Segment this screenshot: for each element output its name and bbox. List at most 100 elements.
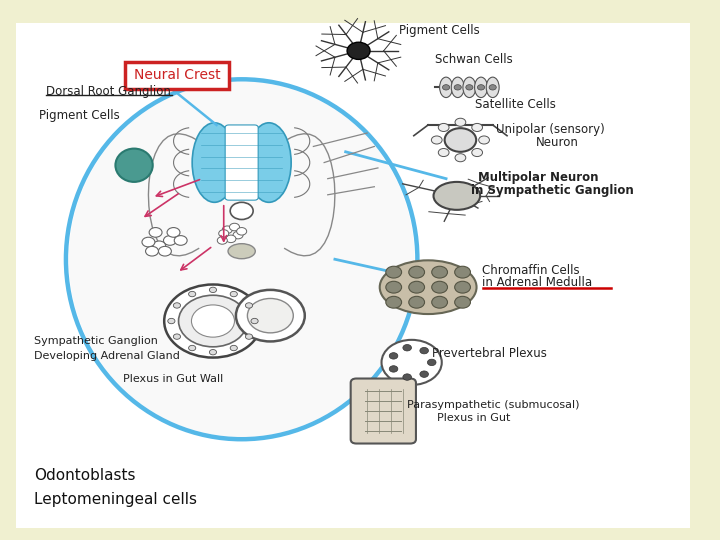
Ellipse shape: [115, 148, 153, 182]
Circle shape: [479, 136, 490, 144]
Text: Schwan Cells: Schwan Cells: [436, 53, 513, 66]
Circle shape: [230, 346, 238, 350]
Circle shape: [158, 246, 171, 256]
Circle shape: [142, 237, 155, 247]
Circle shape: [237, 227, 247, 235]
Text: Pigment Cells: Pigment Cells: [39, 109, 120, 122]
Circle shape: [217, 237, 228, 244]
Circle shape: [390, 366, 398, 372]
Text: Sympathetic Ganglion: Sympathetic Ganglion: [34, 336, 158, 346]
Ellipse shape: [228, 244, 256, 259]
Circle shape: [390, 353, 398, 359]
Ellipse shape: [247, 123, 291, 202]
Circle shape: [347, 42, 370, 59]
Circle shape: [409, 281, 425, 293]
Circle shape: [236, 290, 305, 341]
Circle shape: [386, 266, 402, 278]
Circle shape: [472, 148, 482, 157]
Ellipse shape: [451, 77, 464, 98]
Circle shape: [438, 148, 449, 157]
Text: in Adrenal Medulla: in Adrenal Medulla: [482, 276, 592, 289]
Circle shape: [163, 235, 176, 245]
Circle shape: [226, 235, 236, 242]
Text: Parasympathetic (submucosal): Parasympathetic (submucosal): [407, 400, 579, 410]
Circle shape: [432, 296, 448, 308]
Circle shape: [409, 266, 425, 278]
Circle shape: [403, 374, 411, 380]
Circle shape: [246, 303, 253, 308]
Circle shape: [192, 305, 235, 337]
Circle shape: [230, 223, 240, 231]
Circle shape: [454, 281, 470, 293]
Circle shape: [386, 296, 402, 308]
Text: Leptomeningeal cells: Leptomeningeal cells: [34, 492, 197, 508]
Circle shape: [432, 266, 448, 278]
Text: Neuron: Neuron: [536, 136, 579, 148]
Circle shape: [445, 128, 476, 152]
Circle shape: [174, 235, 187, 245]
FancyBboxPatch shape: [225, 125, 258, 200]
Circle shape: [420, 371, 428, 377]
Circle shape: [168, 319, 175, 323]
Circle shape: [230, 292, 238, 297]
Text: Odontoblasts: Odontoblasts: [34, 468, 135, 483]
Circle shape: [153, 241, 166, 251]
Circle shape: [466, 85, 473, 90]
Ellipse shape: [440, 77, 453, 98]
FancyBboxPatch shape: [16, 23, 690, 528]
Text: Plexus in Gut Wall: Plexus in Gut Wall: [123, 374, 224, 383]
Ellipse shape: [69, 82, 415, 437]
Circle shape: [167, 227, 180, 237]
Circle shape: [454, 266, 470, 278]
Circle shape: [246, 334, 253, 339]
Ellipse shape: [192, 123, 237, 202]
Circle shape: [251, 319, 258, 323]
Circle shape: [455, 154, 466, 162]
Circle shape: [219, 230, 229, 237]
Circle shape: [164, 285, 262, 357]
Circle shape: [454, 85, 462, 90]
Text: Prevertebral Plexus: Prevertebral Plexus: [432, 347, 546, 360]
Circle shape: [420, 347, 428, 354]
Ellipse shape: [433, 182, 480, 210]
Circle shape: [189, 292, 196, 297]
Circle shape: [431, 136, 442, 144]
Text: Dorsal Root Ganglion: Dorsal Root Ganglion: [46, 85, 171, 98]
Text: Plexus in Gut: Plexus in Gut: [438, 413, 510, 423]
Circle shape: [428, 359, 436, 366]
Circle shape: [174, 303, 181, 308]
FancyBboxPatch shape: [125, 62, 230, 89]
Circle shape: [386, 281, 402, 293]
Circle shape: [382, 340, 442, 385]
Circle shape: [189, 346, 196, 350]
Ellipse shape: [474, 77, 487, 98]
Circle shape: [443, 85, 450, 90]
Circle shape: [210, 287, 217, 293]
Ellipse shape: [463, 77, 476, 98]
Circle shape: [210, 349, 217, 355]
Text: Multipolar Neuron: Multipolar Neuron: [478, 171, 599, 184]
Circle shape: [145, 246, 158, 256]
Circle shape: [409, 296, 425, 308]
Text: in Sympathetic Ganglion: in Sympathetic Ganglion: [471, 184, 634, 197]
Circle shape: [230, 202, 253, 219]
Circle shape: [149, 227, 162, 237]
Circle shape: [233, 231, 243, 239]
Ellipse shape: [379, 260, 477, 314]
Circle shape: [222, 226, 233, 233]
Circle shape: [432, 281, 448, 293]
Text: Chromaffin Cells: Chromaffin Cells: [482, 264, 580, 276]
Text: Satellite Cells: Satellite Cells: [474, 98, 556, 111]
Circle shape: [454, 296, 470, 308]
Ellipse shape: [486, 77, 499, 98]
Circle shape: [248, 299, 293, 333]
Text: Pigment Cells: Pigment Cells: [400, 24, 480, 37]
Circle shape: [489, 85, 496, 90]
Circle shape: [438, 124, 449, 131]
Circle shape: [174, 334, 181, 339]
Circle shape: [472, 124, 482, 131]
Text: Neural Crest: Neural Crest: [134, 68, 220, 82]
Circle shape: [455, 118, 466, 126]
Circle shape: [477, 85, 485, 90]
Text: Unipolar (sensory): Unipolar (sensory): [496, 123, 605, 136]
